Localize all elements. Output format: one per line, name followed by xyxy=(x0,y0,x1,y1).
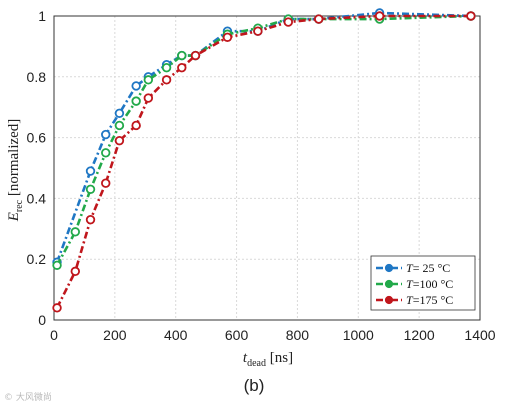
y-tick-label: 0.2 xyxy=(27,251,47,267)
legend: T= 25 °C T=100 °C T=175 °C xyxy=(370,255,476,311)
data-point xyxy=(70,227,80,237)
x-tick-label: 1400 xyxy=(464,327,495,343)
axis-ticks: 0 200 400 600 800 1000 1200 1400 0 0.2 0.4 0.6 0.8 1 xyxy=(27,8,496,343)
x-tick-label: 400 xyxy=(164,327,188,343)
y-tick-label: 1 xyxy=(38,8,46,24)
data-point xyxy=(466,11,476,21)
data-point xyxy=(283,17,293,27)
figure-caption: (b) xyxy=(243,376,265,395)
x-axis-label: tdead [ns] xyxy=(243,350,293,369)
data-point xyxy=(222,32,233,42)
y-tick-label: 0.8 xyxy=(27,69,47,85)
data-point xyxy=(314,14,324,24)
legend-entry: T=100 °C xyxy=(406,277,453,291)
legend-marker xyxy=(384,279,394,289)
data-point xyxy=(85,214,96,225)
y-tick-label: 0.6 xyxy=(27,130,47,146)
series-layer xyxy=(52,8,476,313)
data-point xyxy=(374,11,385,21)
series-line xyxy=(55,14,471,266)
data-point xyxy=(143,75,154,85)
data-point xyxy=(114,108,125,118)
data-point xyxy=(253,26,263,36)
data-point xyxy=(85,166,96,176)
legend-entry: T= 25 °C xyxy=(406,261,450,275)
y-tick-label: 0.4 xyxy=(27,190,47,206)
data-point xyxy=(114,135,125,146)
x-tick-label: 800 xyxy=(286,327,310,343)
legend-marker xyxy=(384,295,394,305)
data-point xyxy=(190,50,201,61)
data-point xyxy=(131,96,141,106)
series-3 xyxy=(52,11,476,313)
x-tick-label: 0 xyxy=(50,327,58,343)
data-point xyxy=(85,184,96,194)
data-point xyxy=(52,260,62,270)
legend-entry: T=175 °C xyxy=(406,293,453,307)
data-point xyxy=(70,266,80,277)
data-point xyxy=(131,120,141,131)
data-point xyxy=(101,129,111,140)
data-point xyxy=(101,178,111,188)
data-point xyxy=(114,120,125,131)
series-line xyxy=(55,14,471,309)
x-tick-label: 1000 xyxy=(343,327,374,343)
x-tick-label: 600 xyxy=(225,327,249,343)
x-tick-label: 1200 xyxy=(404,327,435,343)
data-point xyxy=(52,303,62,313)
y-axis-label: Erec [normalized] xyxy=(6,119,25,223)
data-point xyxy=(161,75,172,85)
data-point xyxy=(143,93,154,103)
data-point xyxy=(101,148,111,158)
y-tick-label: 0 xyxy=(38,312,46,328)
plot-frame xyxy=(53,15,481,321)
data-point xyxy=(131,81,141,91)
x-tick-label: 200 xyxy=(103,327,127,343)
legend-marker xyxy=(384,263,394,273)
data-point xyxy=(177,50,187,61)
watermark: © 大风微尚 xyxy=(4,393,52,403)
data-point xyxy=(177,62,187,73)
data-point xyxy=(161,62,172,73)
